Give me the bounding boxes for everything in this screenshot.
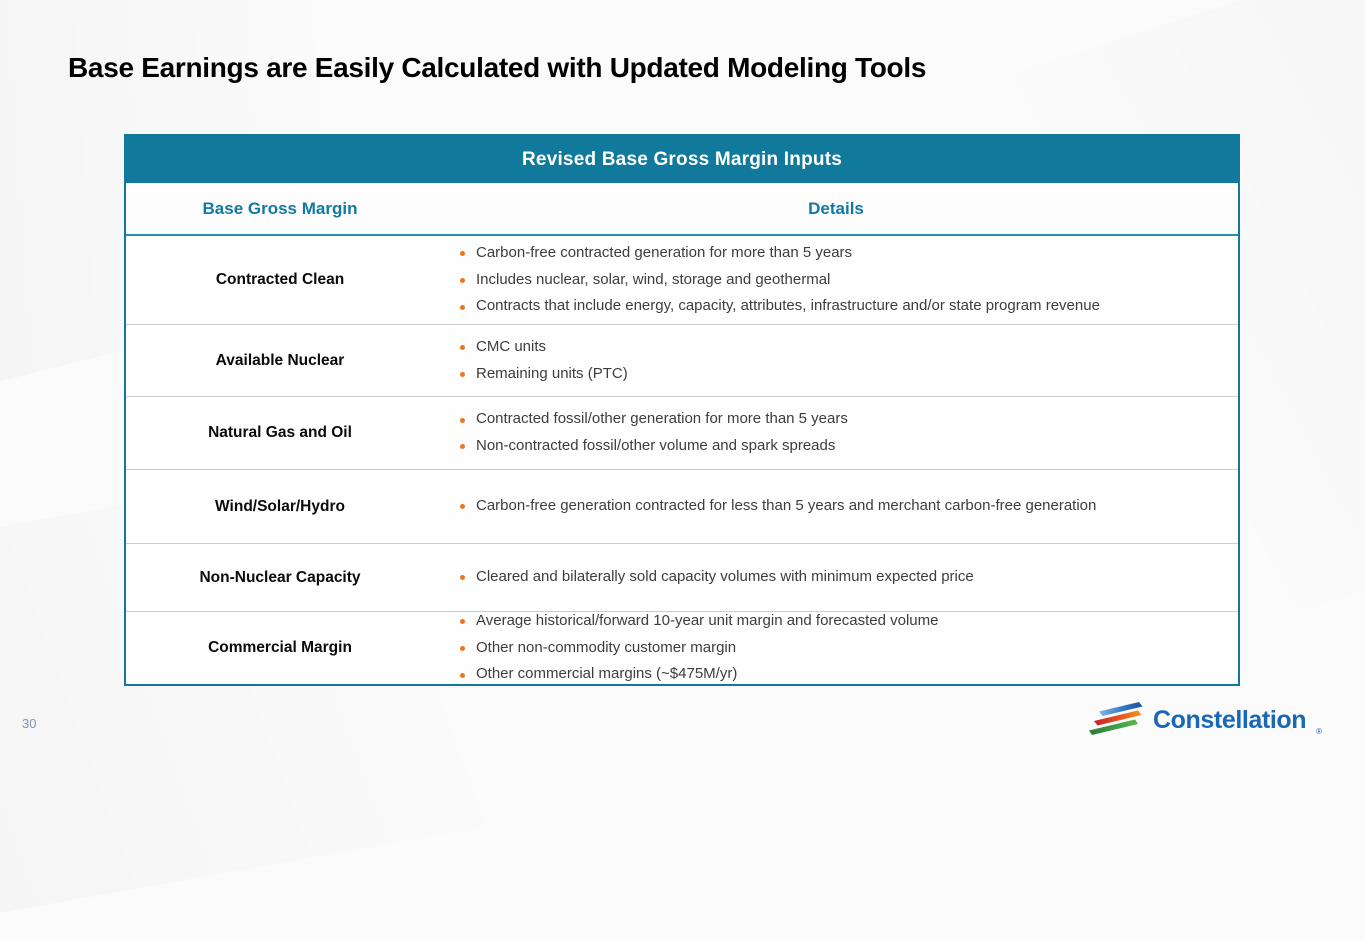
detail-bullet-item: Carbon-free generation contracted for le…	[458, 493, 1096, 520]
constellation-logo: Constellation ®	[1082, 697, 1322, 743]
page-number: 30	[22, 716, 37, 731]
column-header-base-gross-margin: Base Gross Margin	[202, 198, 358, 218]
constellation-flag-icon	[1089, 702, 1143, 735]
registered-trademark-symbol: ®	[1316, 727, 1323, 736]
row-details: Carbon-free generation contracted for le…	[458, 493, 1096, 520]
detail-bullet-item: Non-contracted fossil/other volume and s…	[458, 433, 848, 460]
table-row: Wind/Solar/Hydro Carbon-free generation …	[126, 469, 1238, 543]
row-label: Non-Nuclear Capacity	[199, 568, 361, 586]
constellation-logo-text: Constellation	[1153, 705, 1307, 734]
table-body: Contracted Clean Carbon-free contracted …	[126, 236, 1238, 684]
detail-bullet-item: Carbon-free contracted generation for mo…	[458, 240, 1100, 267]
row-details-cell: Contracted fossil/other generation for m…	[434, 397, 1238, 469]
detail-bullet-item: Includes nuclear, solar, wind, storage a…	[458, 267, 1100, 294]
table-row: Contracted Clean Carbon-free contracted …	[126, 236, 1238, 324]
row-details: Contracted fossil/other generation for m…	[458, 406, 848, 459]
detail-bullet-item: CMC units	[458, 334, 628, 361]
table-row: Non-Nuclear Capacity Cleared and bilater…	[126, 543, 1238, 611]
row-label: Available Nuclear	[215, 351, 345, 369]
detail-bullet-item: Average historical/forward 10-year unit …	[458, 608, 938, 635]
row-label: Natural Gas and Oil	[208, 424, 352, 441]
column-header-details: Details	[808, 198, 864, 218]
slide-title: Base Earnings are Easily Calculated with…	[68, 52, 927, 83]
table-row: Natural Gas and Oil Contracted fossil/ot…	[126, 396, 1238, 469]
detail-bullet-item: Other non-commodity customer margin	[458, 635, 938, 662]
row-label: Contracted Clean	[215, 271, 345, 288]
row-details-cell: Cleared and bilaterally sold capacity vo…	[434, 544, 1238, 611]
row-details-cell: Average historical/forward 10-year unit …	[434, 612, 1238, 684]
row-details-cell: Carbon-free generation contracted for le…	[434, 470, 1238, 543]
margin-inputs-table: Revised Base Gross Margin Inputs Base Gr…	[124, 134, 1240, 686]
table-row: Commercial Margin Average historical/for…	[126, 611, 1238, 684]
detail-bullet-item: Cleared and bilaterally sold capacity vo…	[458, 564, 974, 591]
row-details-cell: CMC units Remaining units (PTC)	[434, 325, 1238, 396]
table-title-bar: Revised Base Gross Margin Inputs	[126, 136, 1238, 183]
row-details: Carbon-free contracted generation for mo…	[458, 240, 1100, 320]
row-details: Cleared and bilaterally sold capacity vo…	[458, 564, 974, 591]
column-header-row: Base Gross Margin Details	[126, 183, 1238, 236]
table-row: Available Nuclear CMC units Remaining uni…	[126, 324, 1238, 396]
detail-bullet-item: Other commercial margins (~$475M/yr)	[458, 661, 938, 688]
row-label: Wind/Solar/Hydro	[215, 497, 345, 515]
detail-bullet-item: Contracts that include energy, capacity,…	[458, 293, 1100, 320]
row-details-cell: Carbon-free contracted generation for mo…	[434, 236, 1238, 324]
row-details: Average historical/forward 10-year unit …	[458, 608, 938, 688]
row-label: Commercial Margin	[208, 639, 352, 656]
detail-bullet-item: Contracted fossil/other generation for m…	[458, 406, 848, 433]
row-details: CMC units Remaining units (PTC)	[458, 334, 628, 387]
detail-bullet-item: Remaining units (PTC)	[458, 361, 628, 388]
